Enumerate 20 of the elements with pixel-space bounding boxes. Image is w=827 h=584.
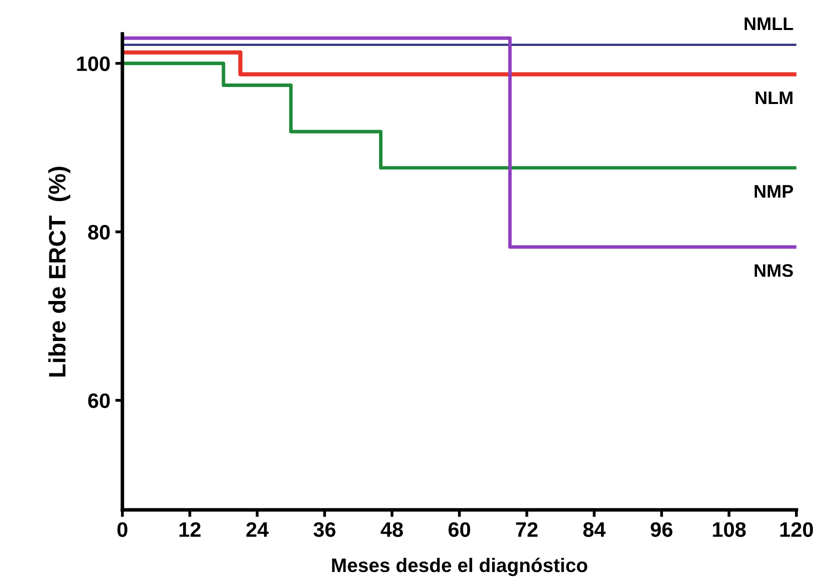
x-tick-label: 108 [712, 522, 746, 537]
series-label: NMP [754, 185, 794, 198]
x-tick-label: 120 [780, 522, 813, 537]
y-axis-title: Libre de ERCT (%) [48, 166, 70, 377]
x-tick-label: 84 [583, 522, 606, 537]
x-tick-label: 72 [516, 522, 538, 537]
x-tick-label: 60 [448, 522, 470, 537]
series-label: NMLL [744, 18, 794, 30]
series-label: NMS [754, 264, 793, 277]
y-tick-label: 100 [77, 56, 110, 72]
y-tick-label: 80 [88, 224, 110, 240]
x-tick-label: 0 [117, 522, 128, 537]
x-axis-title: Meses desde el diagnóstico [332, 558, 588, 576]
x-tick-label: 36 [313, 522, 336, 537]
x-tick-label: 24 [246, 522, 269, 537]
x-tick-label: 48 [380, 522, 403, 537]
series-label: NLM [756, 92, 792, 104]
x-tick-label: 12 [180, 522, 201, 537]
x-tick-label: 96 [650, 522, 672, 537]
y-tick-label: 60 [88, 393, 110, 408]
